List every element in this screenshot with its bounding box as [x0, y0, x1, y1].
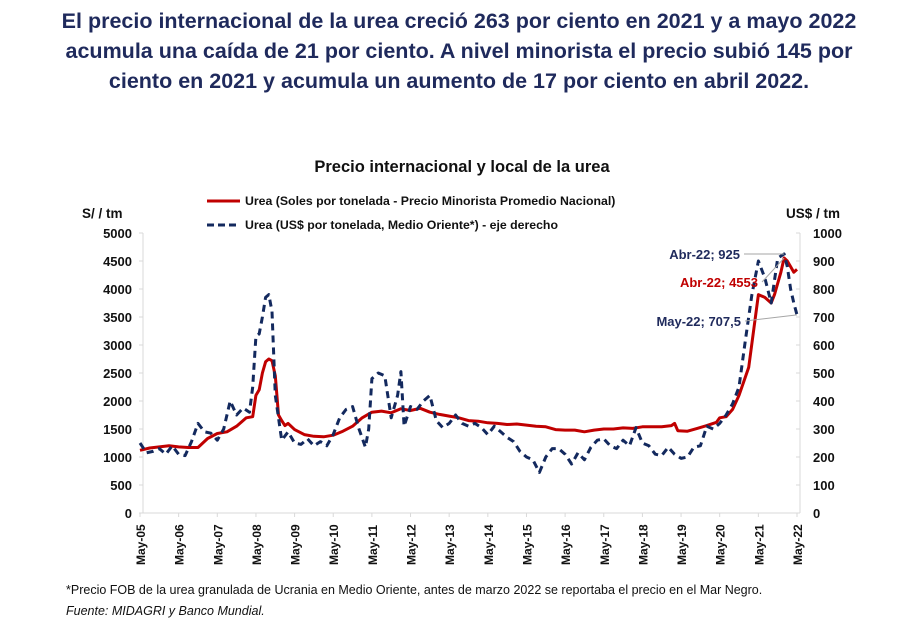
annotations: Abr-22; 925 Abr-22; 4553 May-22; 707,5	[656, 247, 798, 329]
x-tick-label: May-08	[250, 524, 264, 565]
right-tick-label: 200	[813, 450, 835, 465]
right-tick-label: 900	[813, 254, 835, 269]
x-tick-label: May-14	[482, 524, 496, 565]
x-tick-label: May-22	[791, 524, 805, 565]
left-tick-label: 500	[110, 478, 132, 493]
x-tick-label: May-11	[366, 525, 380, 565]
footnote: *Precio FOB de la urea granulada de Ucra…	[66, 583, 763, 597]
annotation-leader-abr22-4553	[761, 257, 785, 283]
legend-local-label: Urea (Soles por tonelada - Precio Minori…	[245, 194, 615, 208]
x-tick-label: May-13	[443, 524, 457, 565]
x-tick-label: May-05	[134, 524, 148, 565]
x-tick-label: May-09	[289, 524, 303, 565]
legend-international-label: Urea (US$ por tonelada, Medio Oriente*) …	[245, 218, 558, 232]
left-tick-label: 3000	[103, 338, 132, 353]
annotation-may22-7075: May-22; 707,5	[656, 314, 741, 329]
right-tick-label: 500	[813, 366, 835, 381]
right-tick-label: 0	[813, 506, 820, 521]
x-tick-label: May-10	[327, 524, 341, 565]
right-tick-label: 400	[813, 394, 835, 409]
left-tick-label: 2000	[103, 394, 132, 409]
x-tick-label: May-07	[211, 524, 225, 565]
x-tick-label: May-06	[173, 524, 187, 565]
headline-line-2: acumula una caída de 21 por ciento. A ni…	[65, 39, 853, 63]
annotation-abr22-4553: Abr-22; 4553	[680, 275, 758, 290]
right-tick-label: 300	[813, 422, 835, 437]
chart-title: Precio internacional y local de la urea	[314, 158, 610, 176]
x-tick-label: May-12	[405, 524, 419, 565]
left-tick-label: 2500	[103, 366, 132, 381]
right-axis-label: US$ / tm	[786, 206, 840, 221]
annotation-abr22-925: Abr-22; 925	[669, 247, 740, 262]
left-tick-label: 4000	[103, 282, 132, 297]
left-tick-label: 1500	[103, 422, 132, 437]
right-tick-label: 800	[813, 282, 835, 297]
right-tick-label: 600	[813, 338, 835, 353]
headline-line-3: ciento en 2021 y acumula un aumento de 1…	[108, 69, 810, 93]
left-axis-label: S/ / tm	[82, 206, 123, 221]
right-tick-label: 100	[813, 478, 835, 493]
x-tick-label: May-15	[520, 524, 534, 565]
right-tick-label: 700	[813, 310, 835, 325]
x-tick-label: May-20	[714, 524, 728, 565]
left-tick-label: 4500	[103, 254, 132, 269]
right-tick-label: 1000	[813, 226, 842, 241]
x-tick-label: May-17	[598, 524, 612, 565]
x-tick-label: May-16	[559, 524, 573, 565]
left-tick-label: 3500	[103, 310, 132, 325]
headline-line-1: El precio internacional de la urea creci…	[61, 9, 857, 33]
left-tick-label: 1000	[103, 450, 132, 465]
axes: 0500100015002000250030003500400045005000…	[103, 226, 842, 565]
series-line-international	[138, 252, 799, 474]
x-tick-label: May-19	[675, 524, 689, 565]
headline: El precio internacional de la urea creci…	[0, 6, 918, 96]
left-tick-label: 5000	[103, 226, 132, 241]
annotation-leader-may22-7075	[744, 314, 798, 322]
x-tick-label: May-18	[636, 524, 650, 565]
series-lines	[138, 252, 799, 474]
left-tick-label: 0	[125, 506, 132, 521]
source-note: Fuente: MIDAGRI y Banco Mundial.	[66, 604, 265, 618]
x-tick-label: May-21	[752, 524, 766, 565]
